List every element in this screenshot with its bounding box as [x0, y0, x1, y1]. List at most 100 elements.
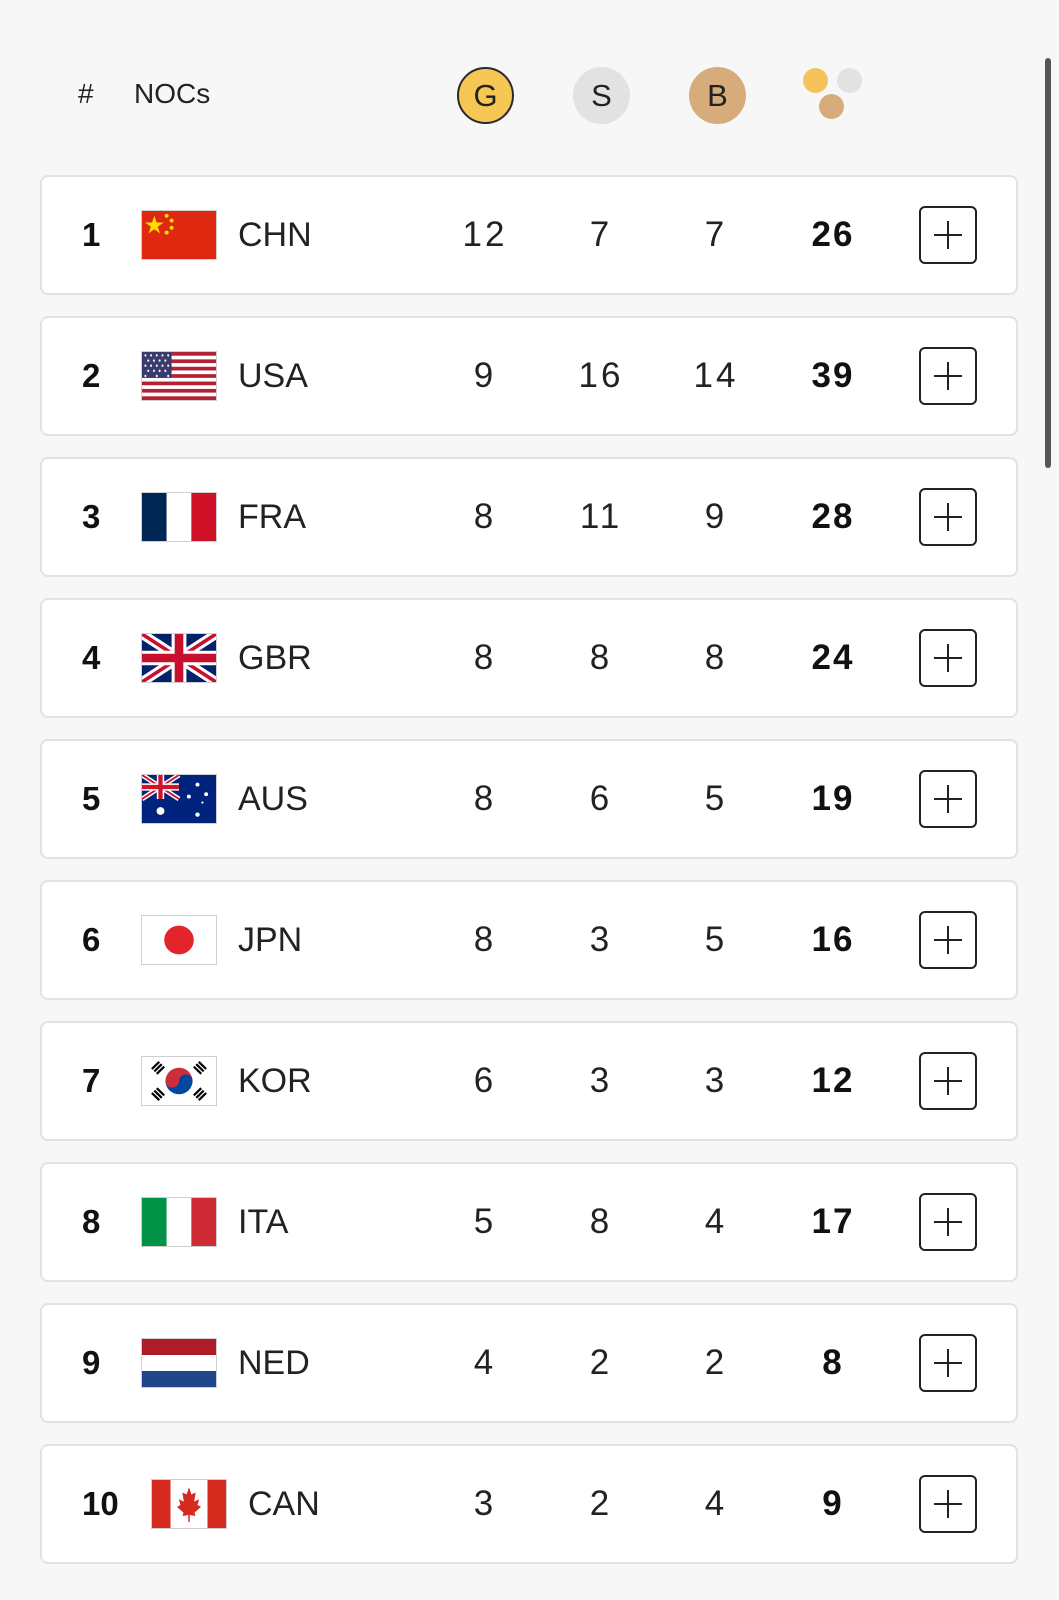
noc-code[interactable]: KOR — [238, 1062, 312, 1100]
total-bronze-dot — [819, 94, 844, 119]
flag-korea-icon — [141, 1056, 217, 1106]
silver-count: 8 — [589, 638, 613, 677]
medal-table-header: # NOCs G S B — [0, 0, 1040, 175]
noc-code[interactable]: CHN — [238, 216, 312, 254]
total-count: 19 — [811, 779, 855, 818]
total-count: 16 — [811, 920, 855, 959]
noc-code[interactable]: JPN — [238, 921, 303, 959]
table-row[interactable]: 4 GBR 8 8 8 24 — [40, 598, 1018, 718]
bronze-count: 4 — [704, 1484, 728, 1523]
bronze-count: 9 — [704, 497, 728, 536]
noc-code[interactable]: NED — [238, 1344, 310, 1382]
silver-count: 6 — [589, 779, 613, 818]
bronze-count: 7 — [704, 215, 728, 254]
gold-count: 3 — [473, 1484, 497, 1523]
silver-medal-icon[interactable]: S — [573, 67, 630, 124]
gold-count: 12 — [462, 215, 508, 254]
rank-column-header: # — [78, 78, 94, 109]
expand-plus-icon[interactable] — [919, 1052, 977, 1110]
silver-count: 11 — [579, 497, 623, 536]
table-row[interactable]: 8 ITA 5 8 4 17 — [40, 1162, 1018, 1282]
bronze-medal-icon[interactable]: B — [689, 67, 746, 124]
table-row[interactable]: 7 KOR 6 3 3 12 — [40, 1021, 1018, 1141]
silver-count: 2 — [589, 1343, 613, 1382]
rank: 7 — [82, 1062, 101, 1099]
expand-plus-icon[interactable] — [919, 206, 977, 264]
flag-japan-icon — [141, 915, 217, 965]
flag-netherlands-icon — [141, 1338, 217, 1388]
gold-count: 8 — [473, 497, 497, 536]
table-row[interactable]: 10 CAN 3 2 4 9 — [40, 1444, 1018, 1564]
bronze-count: 5 — [704, 920, 728, 959]
noc-column-header[interactable]: NOCs — [134, 78, 211, 109]
noc-code[interactable]: USA — [238, 357, 308, 395]
bronze-count: 5 — [704, 779, 728, 818]
total-count: 39 — [811, 356, 855, 395]
total-count: 17 — [811, 1202, 855, 1241]
gold-count: 9 — [473, 356, 497, 395]
noc-code[interactable]: CAN — [248, 1485, 320, 1523]
silver-count: 2 — [589, 1484, 613, 1523]
rank: 5 — [82, 780, 101, 817]
expand-plus-icon[interactable] — [919, 347, 977, 405]
flag-france-icon — [141, 492, 217, 542]
expand-plus-icon[interactable] — [919, 488, 977, 546]
table-row[interactable]: 5 AUS 8 6 5 19 — [40, 739, 1018, 859]
flag-italy-icon — [141, 1197, 217, 1247]
gold-count: 6 — [473, 1061, 497, 1100]
noc-code[interactable]: ITA — [238, 1203, 289, 1241]
gold-count: 5 — [473, 1202, 497, 1241]
flag-australia-icon — [141, 774, 217, 824]
rank: 4 — [82, 639, 101, 676]
silver-count: 3 — [589, 920, 613, 959]
bronze-count: 4 — [704, 1202, 728, 1241]
silver-count: 7 — [589, 215, 613, 254]
bronze-count: 8 — [704, 638, 728, 677]
rank: 8 — [82, 1203, 101, 1240]
total-silver-dot — [837, 68, 862, 93]
total-count: 26 — [811, 215, 855, 254]
bronze-medal-letter: B — [707, 77, 728, 113]
gold-count: 8 — [473, 920, 497, 959]
gold-medal-letter: G — [473, 77, 498, 113]
flag-usa-icon — [141, 351, 217, 401]
noc-code[interactable]: FRA — [238, 498, 306, 536]
total-count: 9 — [822, 1484, 844, 1523]
silver-count: 16 — [578, 356, 624, 395]
rank: 3 — [82, 498, 101, 535]
expand-plus-icon[interactable] — [919, 1334, 977, 1392]
bronze-count: 2 — [704, 1343, 728, 1382]
noc-code[interactable]: AUS — [238, 780, 308, 818]
flag-canada-icon — [151, 1479, 227, 1529]
expand-plus-icon[interactable] — [919, 911, 977, 969]
silver-count: 8 — [589, 1202, 613, 1241]
noc-code[interactable]: GBR — [238, 639, 312, 677]
rank: 2 — [82, 357, 101, 394]
expand-plus-icon[interactable] — [919, 629, 977, 687]
silver-medal-letter: S — [591, 77, 612, 113]
total-gold-dot — [803, 68, 828, 93]
table-row[interactable]: 2 USA 9 16 14 39 — [40, 316, 1018, 436]
bronze-count: 3 — [704, 1061, 728, 1100]
rank: 6 — [82, 921, 101, 958]
bronze-count: 14 — [693, 356, 739, 395]
scrollbar[interactable] — [1045, 58, 1051, 468]
rank: 9 — [82, 1344, 101, 1381]
total-count: 24 — [811, 638, 855, 677]
expand-plus-icon[interactable] — [919, 1475, 977, 1533]
table-row[interactable]: 1 CHN 12 7 7 26 — [40, 175, 1018, 295]
total-count: 8 — [822, 1343, 844, 1382]
gold-medal-icon[interactable]: G — [457, 67, 514, 124]
total-count: 28 — [811, 497, 855, 536]
gold-count: 8 — [473, 779, 497, 818]
expand-plus-icon[interactable] — [919, 1193, 977, 1251]
table-row[interactable]: 3 FRA 8 11 9 28 — [40, 457, 1018, 577]
total-medals-icon[interactable] — [803, 68, 867, 126]
table-row[interactable]: 9 NED 4 2 2 8 — [40, 1303, 1018, 1423]
gold-count: 8 — [473, 638, 497, 677]
expand-plus-icon[interactable] — [919, 770, 977, 828]
rank: 1 — [82, 216, 101, 253]
table-row[interactable]: 6 JPN 8 3 5 16 — [40, 880, 1018, 1000]
total-count: 12 — [811, 1061, 855, 1100]
gold-count: 4 — [473, 1343, 497, 1382]
